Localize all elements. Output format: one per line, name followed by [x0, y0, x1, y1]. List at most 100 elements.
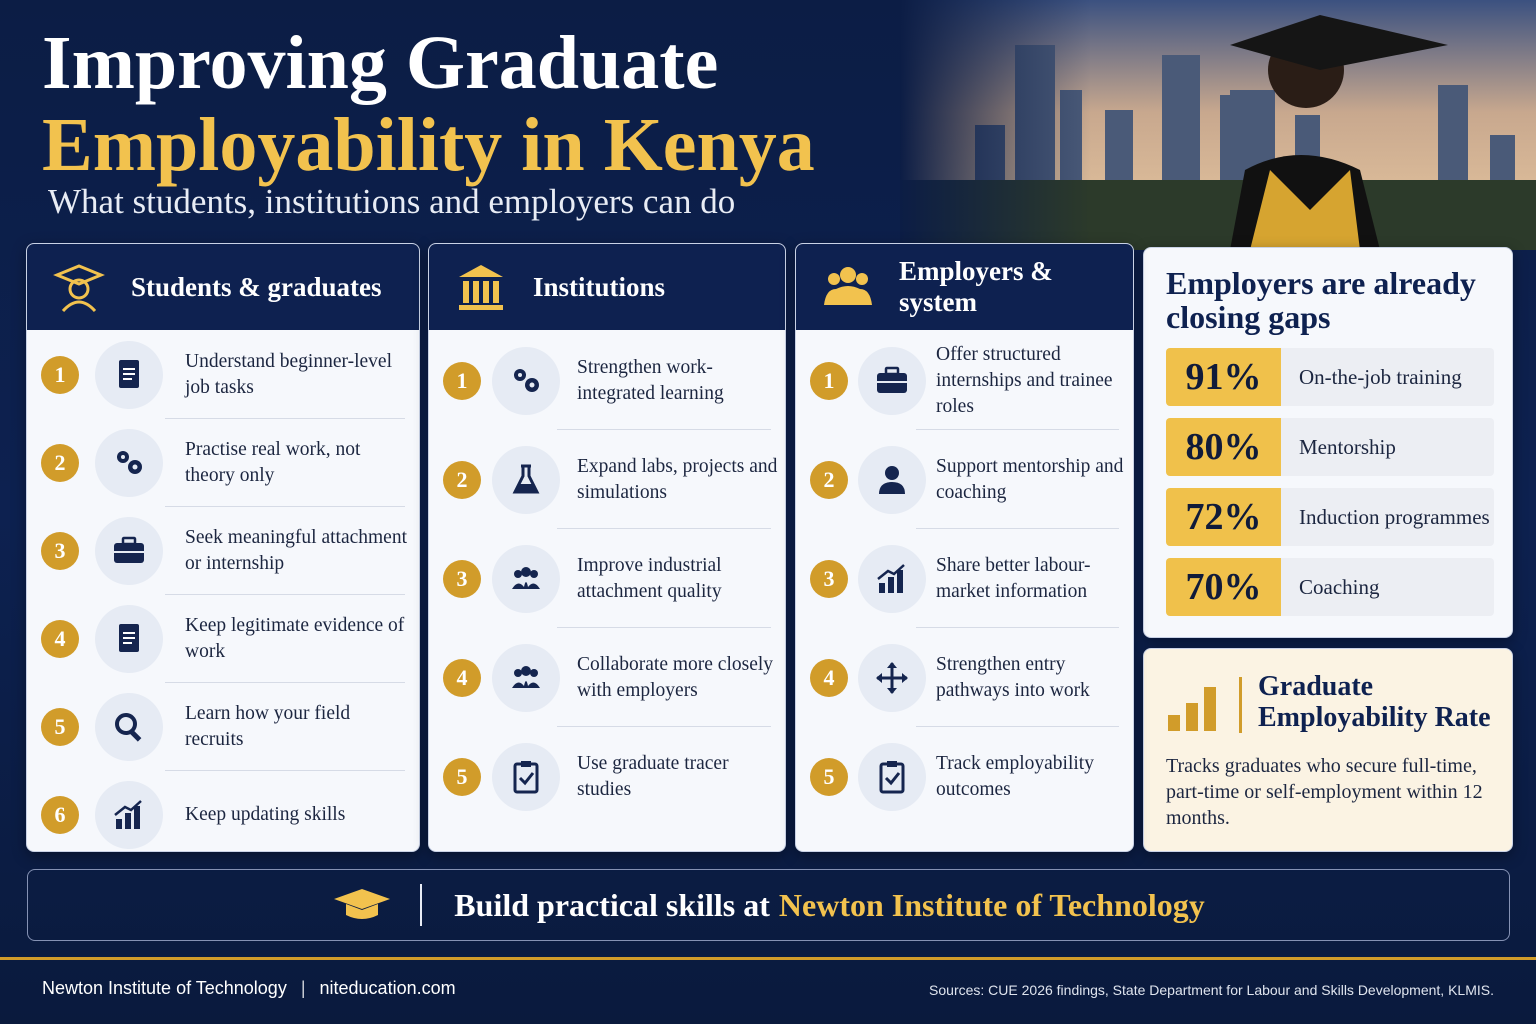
list-item: 1 Strengthen work-integrated learning	[429, 331, 785, 430]
list-item: 2 Support mentorship and coaching	[796, 430, 1133, 529]
item-number: 1	[41, 356, 79, 394]
item-number: 4	[810, 658, 848, 697]
item-number: 4	[41, 620, 79, 658]
divider	[420, 884, 423, 926]
column-title: Students & graduates	[131, 271, 382, 302]
list-item: 4 Strengthen entry pathways into work	[796, 628, 1133, 727]
item-number: 2	[443, 460, 481, 499]
list-item: 4 Keep legitimate evidence of work	[27, 595, 419, 683]
item-icon	[95, 605, 163, 673]
banner-text: Build practical skills at	[454, 886, 770, 923]
item-separator	[557, 429, 771, 430]
footer-rule	[0, 957, 1536, 960]
icon-glyph	[877, 366, 907, 393]
item-icon	[95, 517, 163, 585]
stat-value: 70%	[1166, 558, 1281, 616]
skyline	[900, 0, 1536, 250]
list-item: 1 Offer structured internships and traine…	[796, 331, 1133, 430]
column-card: Students & graduates 1 Understand beginner…	[26, 243, 420, 852]
item-number: 5	[41, 708, 79, 746]
item-text: Strengthen entry pathways into work	[936, 653, 1090, 701]
item-separator	[165, 594, 405, 595]
column-title: Institutions	[533, 271, 666, 302]
item-separator	[165, 418, 405, 419]
banner: Build practical skills at Newton Institu…	[27, 869, 1510, 941]
item-number: 3	[443, 559, 481, 598]
stat-value: 80%	[1166, 418, 1281, 476]
item-separator	[557, 726, 771, 727]
list-item: 5 Track employability outcomes	[796, 727, 1133, 826]
footer-left: Newton Institute of Technology | niteduc…	[42, 978, 456, 999]
item-number: 2	[41, 444, 79, 482]
item-number: 3	[41, 532, 79, 570]
item-separator	[916, 429, 1119, 430]
stats-title: Employers are already closing gaps	[1166, 265, 1476, 335]
icon-glyph	[877, 563, 905, 593]
item-icon	[858, 445, 926, 514]
item-icon	[858, 643, 926, 712]
icon-glyph	[114, 536, 144, 563]
column-icon	[824, 267, 872, 305]
stat-value: 72%	[1166, 488, 1281, 546]
column-card: Institutions 1 Strengthen work-integrated …	[428, 243, 786, 852]
column-icon	[53, 264, 105, 313]
item-text: Expand labs, projects and simulations	[577, 455, 778, 503]
list-item: 3 Share better labour-market information	[796, 529, 1133, 628]
icon-glyph	[119, 624, 139, 652]
item-separator	[916, 726, 1119, 727]
stat-row: 80% Mentorship	[1166, 418, 1494, 476]
column-header: Institutions	[429, 244, 785, 330]
column-header: Students & graduates	[27, 244, 419, 330]
stat-row: 70% Coaching	[1166, 558, 1494, 616]
rate-icon	[1168, 687, 1216, 731]
icon-glyph	[513, 760, 539, 793]
item-text: Learn how your field recruits	[185, 703, 351, 750]
item-separator	[557, 627, 771, 628]
column-icon	[459, 265, 503, 310]
item-text: Improve industrial attachment quality	[577, 554, 722, 602]
divider	[1239, 677, 1242, 733]
item-number: 5	[443, 757, 481, 796]
list-item: 1 Understand beginner-level job tasks	[27, 331, 419, 419]
item-icon	[858, 346, 926, 415]
icon-glyph	[512, 566, 540, 589]
item-icon	[492, 643, 560, 712]
rate-panel: Graduate Employability Rate Tracks gradu…	[1143, 648, 1513, 852]
rate-title: Graduate Employability Rate	[1258, 671, 1491, 733]
item-text: Collaborate more closely with employers	[577, 653, 774, 701]
stat-label: Mentorship	[1281, 418, 1494, 476]
rate-description: Tracks graduates who secure full-time, p…	[1166, 755, 1483, 829]
stat-row: 72% Induction programmes	[1166, 488, 1494, 546]
stat-value: 91%	[1166, 348, 1281, 406]
item-text: Share better labour-market information	[936, 554, 1091, 602]
subtitle: What students, institutions and employer…	[48, 182, 736, 221]
list-item: 2 Practise real work, not theory only	[27, 419, 419, 507]
item-text: Keep legitimate evidence of work	[185, 615, 405, 662]
item-text: Offer structured internships and trainee…	[936, 343, 1113, 417]
item-icon	[95, 781, 163, 849]
item-text: Track employability outcomes	[936, 752, 1094, 800]
item-number: 2	[810, 460, 848, 499]
item-number: 3	[810, 559, 848, 598]
column-card: Employers & system 1 Offer structured inte…	[795, 243, 1134, 852]
item-text: Strengthen work-integrated learning	[577, 356, 724, 404]
icon-glyph	[512, 665, 540, 688]
item-number: 1	[810, 361, 848, 400]
item-icon	[95, 341, 163, 409]
item-number: 6	[41, 796, 79, 834]
item-text: Use graduate tracer studies	[577, 752, 729, 800]
list-item: 5 Use graduate tracer studies	[429, 727, 785, 826]
icon-glyph	[879, 465, 905, 494]
icon-glyph	[115, 713, 142, 742]
item-text: Seek meaningful attachment or internship	[185, 527, 408, 574]
item-separator	[165, 682, 405, 683]
item-text: Keep updating skills	[185, 804, 346, 825]
icon-glyph	[119, 360, 139, 388]
footer-org: Newton Institute of Technology	[42, 978, 287, 998]
list-item: 2 Expand labs, projects and simulations	[429, 430, 785, 529]
title-line2: Employability in Kenya	[42, 103, 815, 187]
icon-glyph	[879, 760, 905, 793]
item-separator	[916, 627, 1119, 628]
list-item: 5 Learn how your field recruits	[27, 683, 419, 771]
